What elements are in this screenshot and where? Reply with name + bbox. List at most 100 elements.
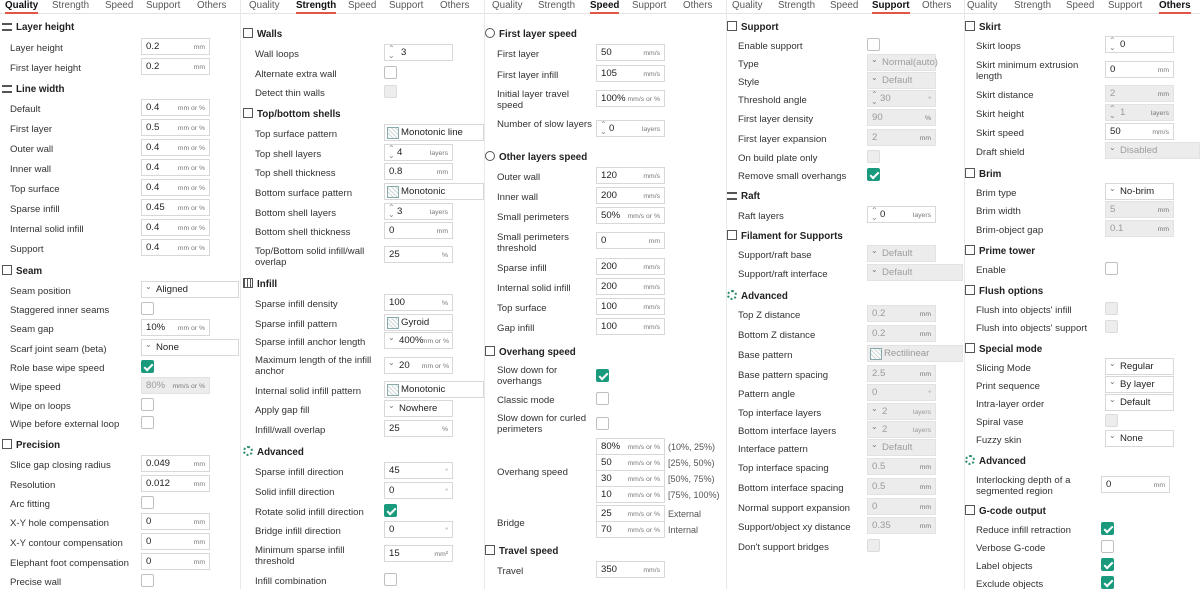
xy-distance-input[interactable]: 0.35 mm — [867, 517, 936, 534]
reduce-retraction-checkbox[interactable] — [1101, 522, 1114, 535]
small-threshold-input[interactable]: 0 mm — [596, 232, 665, 249]
precise-wall-checkbox[interactable] — [141, 574, 154, 587]
tab-strength[interactable]: Strength — [1014, 0, 1052, 11]
type-select[interactable]: ⌄ Normal(auto) — [867, 54, 938, 71]
small-perimeters-input[interactable]: 50% mm/s or % — [596, 207, 665, 224]
interface-select[interactable]: ⌄ Default — [867, 264, 963, 281]
skirt-speed-input[interactable]: 50 mm/s — [1105, 123, 1174, 140]
infill-pattern-select[interactable]: Gyroid — [384, 314, 453, 331]
base-spacing-input[interactable]: 2.5 mm — [867, 365, 936, 382]
tab-strength[interactable]: Strength — [538, 0, 576, 11]
gap-radius-input[interactable]: 0.049 mm — [141, 455, 210, 472]
bottom-spacing-input[interactable]: 0.5 mm — [867, 478, 936, 495]
spiral-vase-checkbox[interactable] — [1105, 414, 1118, 427]
tab-support[interactable]: Support — [872, 0, 910, 14]
classic-mode-checkbox[interactable] — [596, 392, 609, 405]
tab-quality[interactable]: Quality — [967, 0, 998, 11]
flush-infill-checkbox[interactable] — [1105, 302, 1118, 315]
expansion-input[interactable]: 2 mm — [867, 129, 936, 146]
first-layer-infill-input[interactable]: 105 mm/s — [596, 65, 665, 82]
seam-position-select[interactable]: ⌄ Aligned — [141, 281, 239, 298]
tab-speed[interactable]: Speed — [590, 0, 620, 14]
tab-support[interactable]: Support — [1108, 0, 1143, 11]
slow-down-checkbox[interactable] — [596, 369, 609, 382]
layer-height-input[interactable]: 0.2 mm — [141, 38, 210, 55]
tab-others[interactable]: Others — [1159, 0, 1191, 14]
rotate-checkbox[interactable] — [384, 504, 397, 517]
tab-others[interactable]: Others — [197, 0, 227, 11]
enable-support-checkbox[interactable] — [867, 38, 880, 51]
pattern-angle-input[interactable]: 0 ° — [867, 384, 936, 401]
combination-checkbox[interactable] — [384, 573, 397, 586]
sparse-dir-input[interactable]: 45 ° — [384, 462, 453, 479]
tab-support[interactable]: Support — [632, 0, 667, 11]
bridge-internal-input[interactable]: 70 mm/s or % — [596, 521, 665, 538]
bottom-layers-input[interactable]: ⌃ ⌄ 3 layers — [384, 203, 453, 220]
gap-fill-select[interactable]: ⌄ Nowhere — [384, 400, 453, 417]
resolution-input[interactable]: 0.012 mm — [141, 475, 210, 492]
exclude-objects-checkbox[interactable] — [1101, 576, 1114, 589]
top-z-input[interactable]: 0.2 mm — [867, 305, 936, 322]
enable-tower-checkbox[interactable] — [1105, 262, 1118, 275]
anchor-select[interactable]: ⌄ 400% mm or % — [384, 332, 453, 349]
outer-wall-speed-input[interactable]: 120 mm/s — [596, 167, 665, 184]
wall-loops-input[interactable]: ⌃ ⌄ 3 — [384, 44, 453, 61]
tab-strength[interactable]: Strength — [52, 0, 90, 11]
bottom-iface-select[interactable]: ⌄ 2 layers — [867, 421, 936, 438]
top-thick-input[interactable]: 0.8 mm — [384, 163, 453, 180]
overhang-speed-1-input[interactable]: 80% mm/s or % — [596, 438, 665, 455]
skirt-height-input[interactable]: ⌃ ⌄ 1 layers — [1105, 104, 1174, 121]
skirt-loops-input[interactable]: ⌃ ⌄ 0 — [1105, 36, 1174, 53]
line-width-internal-input[interactable]: 0.4 mm or % — [141, 219, 210, 236]
bridge-external-input[interactable]: 25 mm/s or % — [596, 505, 665, 522]
raft-layers-input[interactable]: ⌃ ⌄ 0 layers — [867, 206, 936, 223]
density-input[interactable]: 100% — [384, 294, 453, 311]
min-sparse-input[interactable]: 15 mm² — [384, 545, 453, 562]
draft-shield-select[interactable]: ⌄ Disabled — [1105, 142, 1200, 159]
remove-small-checkbox[interactable] — [867, 168, 880, 181]
base-select[interactable]: ⌄ Default — [867, 245, 936, 262]
inner-wall-speed-input[interactable]: 200 mm/s — [596, 187, 665, 204]
slicing-mode-select[interactable]: ⌄ Regular — [1105, 358, 1174, 375]
skirt-distance-input[interactable]: 2 mm — [1105, 85, 1174, 102]
interlock-input[interactable]: 0 mm — [1101, 476, 1170, 493]
top-surface-speed-input[interactable]: 100 mm/s — [596, 298, 665, 315]
min-extrusion-input[interactable]: 0 mm — [1105, 61, 1174, 78]
first-layer-speed-input[interactable]: 50 mm/s — [596, 44, 665, 61]
top-iface-select[interactable]: ⌄ 2 layers — [867, 403, 936, 420]
scarf-select[interactable]: ⌄ None — [141, 339, 239, 356]
line-width-outer-input[interactable]: 0.4 mm or % — [141, 139, 210, 156]
slow-layers-input[interactable]: ⌃ ⌄ 0 layers — [596, 120, 665, 137]
line-width-first-input[interactable]: 0.5 mm or % — [141, 119, 210, 136]
internal-pattern-select[interactable]: Monotonic — [384, 381, 484, 398]
infill-overlap-input[interactable]: 25% — [384, 420, 453, 437]
tab-quality[interactable]: Quality — [5, 0, 39, 14]
brim-type-select[interactable]: ⌄ No-brim — [1105, 183, 1174, 200]
staggered-checkbox[interactable] — [141, 302, 154, 315]
no-bridges-checkbox[interactable] — [867, 539, 880, 552]
tab-support[interactable]: Support — [389, 0, 424, 11]
seam-gap-input[interactable]: 10% mm or % — [141, 319, 210, 336]
overlap-input[interactable]: 25% — [384, 246, 453, 263]
elephant-foot-input[interactable]: 0 mm — [141, 553, 210, 570]
internal-speed-input[interactable]: 200 mm/s — [596, 278, 665, 295]
threshold-input[interactable]: ⌃ ⌄ 30 ° — [867, 90, 936, 107]
bottom-thick-input[interactable]: 0 mm — [384, 222, 453, 239]
solid-dir-input[interactable]: 0 ° — [384, 482, 453, 499]
line-width-sparse-input[interactable]: 0.45 mm or % — [141, 199, 210, 216]
bottom-z-input[interactable]: 0.2 mm — [867, 325, 936, 342]
overhang-speed-3-input[interactable]: 30 mm/s or % — [596, 470, 665, 487]
overhang-speed-4-input[interactable]: 10 mm/s or % — [596, 486, 665, 503]
tab-speed[interactable]: Speed — [105, 0, 134, 11]
overhang-speed-2-input[interactable]: 50 mm/s or % — [596, 454, 665, 471]
travel-speed-input[interactable]: 350 mm/s — [596, 561, 665, 578]
brim-width-input[interactable]: 5 mm — [1105, 201, 1174, 218]
xy-contour-input[interactable]: 0 mm — [141, 533, 210, 550]
line-width-top-input[interactable]: 0.4 mm or % — [141, 179, 210, 196]
base-pattern-select[interactable]: Rectilinear — [867, 345, 963, 362]
build-plate-checkbox[interactable] — [867, 150, 880, 163]
tab-strength[interactable]: Strength — [296, 0, 337, 14]
tab-speed[interactable]: Speed — [830, 0, 859, 11]
style-select[interactable]: ⌄ Default — [867, 72, 936, 89]
top-layers-input[interactable]: ⌃ ⌄ 4 layers — [384, 144, 453, 161]
